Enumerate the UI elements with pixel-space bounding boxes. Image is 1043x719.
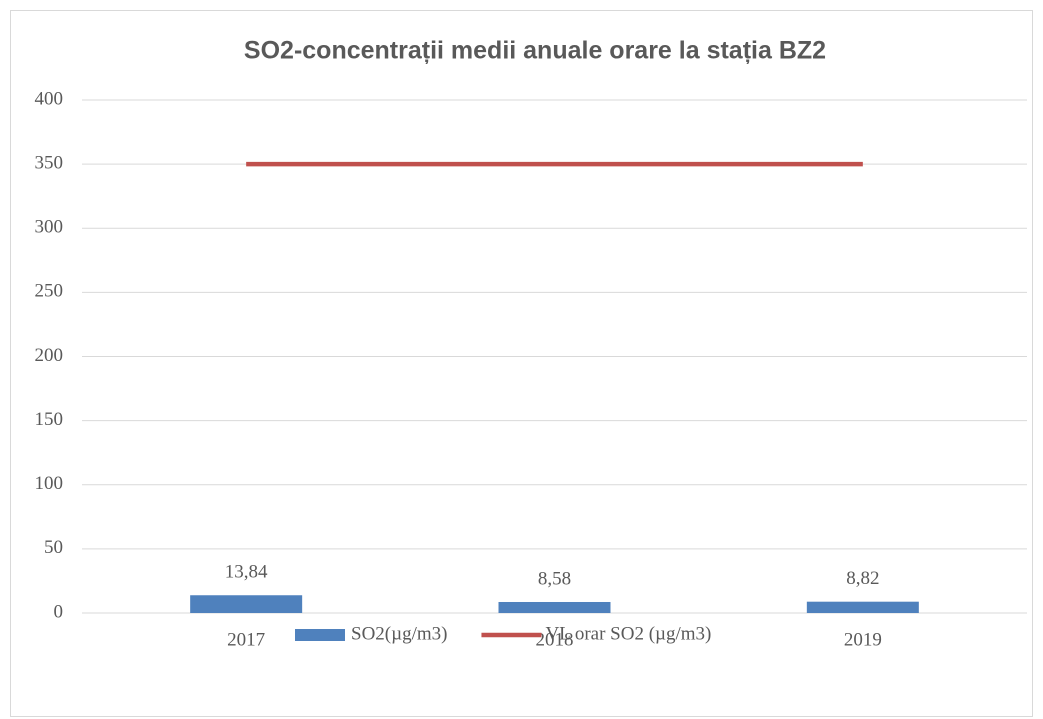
data-label: 13,84 bbox=[225, 562, 268, 583]
chart-title: SO2-concentrații medii anuale orare la s… bbox=[244, 37, 826, 65]
data-label: 8,82 bbox=[846, 568, 879, 589]
chart-border bbox=[10, 10, 1033, 717]
y-tick-label: 250 bbox=[35, 281, 64, 302]
x-tick-label: 2019 bbox=[844, 629, 882, 650]
y-tick-label: 350 bbox=[35, 152, 64, 173]
legend-label: VL orar SO2 (µg/m3) bbox=[545, 623, 711, 644]
legend-label: SO2(µg/m3) bbox=[351, 623, 447, 644]
bar bbox=[190, 595, 303, 613]
x-tick-label: 2017 bbox=[227, 629, 265, 650]
data-label: 8,58 bbox=[538, 568, 571, 589]
legend-swatch bbox=[295, 629, 345, 641]
y-tick-label: 50 bbox=[44, 537, 63, 558]
bar bbox=[498, 601, 611, 613]
y-tick-label: 200 bbox=[35, 345, 64, 366]
y-tick-label: 400 bbox=[35, 88, 64, 109]
bar bbox=[806, 601, 919, 613]
x-tick-label: 2018 bbox=[536, 629, 574, 650]
y-tick-label: 100 bbox=[35, 473, 64, 494]
y-tick-label: 0 bbox=[54, 601, 64, 622]
y-tick-label: 300 bbox=[35, 217, 64, 238]
y-tick-label: 150 bbox=[35, 409, 64, 430]
